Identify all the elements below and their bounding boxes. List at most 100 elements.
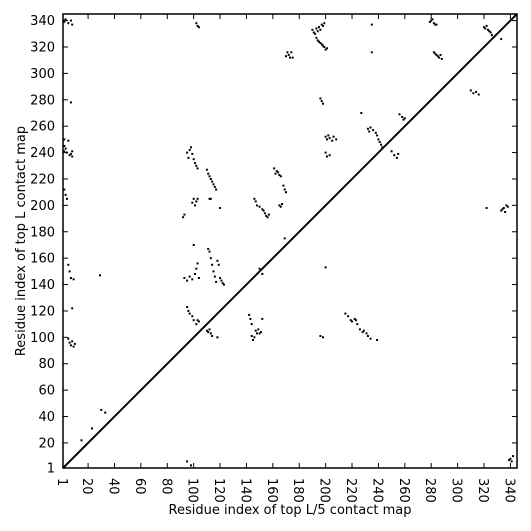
y-tick-label: 200 bbox=[30, 199, 55, 214]
contact-point bbox=[208, 175, 211, 178]
contact-point bbox=[504, 211, 507, 213]
contact-point bbox=[438, 56, 441, 59]
contact-point bbox=[324, 151, 327, 154]
contact-point bbox=[188, 148, 191, 151]
contact-point bbox=[192, 197, 195, 200]
contact-point bbox=[91, 427, 93, 430]
contact-point bbox=[502, 207, 505, 209]
contact-point bbox=[213, 275, 216, 278]
x-tick-label: 300 bbox=[449, 478, 464, 503]
contact-point bbox=[319, 335, 322, 337]
contact-point bbox=[510, 460, 513, 463]
contact-point bbox=[347, 315, 350, 318]
y-tick-label: 240 bbox=[30, 146, 55, 161]
contact-point bbox=[485, 207, 488, 209]
contact-point bbox=[67, 22, 70, 25]
contact-point bbox=[73, 342, 76, 345]
contact-point bbox=[212, 270, 215, 273]
contact-point bbox=[196, 24, 199, 27]
contact-point bbox=[252, 339, 254, 341]
contact-point bbox=[71, 307, 74, 310]
contact-point bbox=[315, 36, 318, 39]
contact-point bbox=[291, 56, 294, 59]
contact-point bbox=[72, 278, 75, 281]
contact-point bbox=[376, 134, 379, 137]
contact-point bbox=[71, 340, 74, 343]
contact-point bbox=[69, 101, 72, 104]
x-tick-label: 1 bbox=[54, 478, 69, 486]
y-tick-label: 220 bbox=[30, 172, 55, 187]
contact-point bbox=[64, 193, 67, 196]
contact-point bbox=[328, 154, 331, 157]
contact-point bbox=[250, 323, 253, 326]
contact-point bbox=[63, 145, 66, 147]
y-tick-label: 160 bbox=[30, 252, 55, 267]
contact-point bbox=[283, 188, 286, 191]
contact-point bbox=[366, 335, 369, 337]
contact-point bbox=[279, 175, 282, 178]
contact-point bbox=[190, 146, 192, 149]
y-tick-label: 120 bbox=[30, 304, 55, 319]
contact-point bbox=[267, 213, 270, 216]
contact-point bbox=[187, 309, 190, 312]
contact-point bbox=[257, 328, 260, 331]
contact-point bbox=[216, 259, 219, 262]
contact-point bbox=[205, 168, 208, 171]
x-tick-label: 240 bbox=[369, 478, 384, 503]
contact-point bbox=[197, 320, 200, 323]
contact-point bbox=[377, 138, 380, 141]
contact-point bbox=[318, 40, 320, 43]
contact-point bbox=[196, 262, 199, 265]
contact-point bbox=[71, 155, 74, 158]
contact-point bbox=[434, 23, 437, 26]
contact-point bbox=[196, 319, 199, 322]
contact-point bbox=[395, 156, 398, 159]
contact-point bbox=[263, 212, 266, 215]
y-tick-label: 80 bbox=[38, 357, 55, 372]
contact-point bbox=[195, 164, 198, 167]
contact-points bbox=[63, 18, 514, 467]
contact-point bbox=[322, 102, 324, 105]
contact-point bbox=[186, 306, 189, 308]
contact-point bbox=[501, 208, 504, 211]
contact-point bbox=[436, 55, 439, 58]
x-tick-label: 160 bbox=[264, 478, 279, 503]
contact-point bbox=[66, 197, 68, 200]
contact-point bbox=[368, 130, 371, 133]
contact-point bbox=[315, 27, 318, 30]
contact-point bbox=[326, 47, 328, 50]
x-tick-label: 40 bbox=[105, 478, 120, 495]
contact-point bbox=[472, 92, 475, 95]
contact-point bbox=[197, 26, 200, 29]
y-tick-label: 60 bbox=[38, 384, 55, 399]
contact-point bbox=[360, 112, 363, 114]
contact-point bbox=[68, 341, 71, 344]
contact-point bbox=[183, 277, 186, 279]
contact-point bbox=[378, 141, 381, 143]
contact-point bbox=[72, 345, 75, 348]
contact-point bbox=[256, 204, 258, 207]
contact-point bbox=[320, 100, 323, 103]
contact-point bbox=[401, 115, 404, 118]
contact-point bbox=[487, 28, 489, 31]
contact-point bbox=[314, 32, 317, 35]
contact-point bbox=[99, 274, 101, 277]
contact-point bbox=[331, 139, 334, 142]
y-tick-label: 280 bbox=[30, 93, 55, 108]
contact-point bbox=[260, 331, 262, 334]
contact-point bbox=[191, 315, 194, 318]
y-tick-label: 320 bbox=[30, 40, 55, 55]
contact-point bbox=[290, 51, 293, 54]
contact-point bbox=[434, 52, 437, 55]
contact-point bbox=[483, 26, 485, 29]
contact-point bbox=[258, 267, 261, 270]
diagonal-line bbox=[62, 13, 518, 469]
contact-point bbox=[319, 28, 322, 31]
contact-point bbox=[253, 197, 256, 200]
contact-point bbox=[397, 152, 400, 155]
contact-point bbox=[254, 200, 257, 203]
contact-point bbox=[209, 178, 212, 180]
x-tick-label: 340 bbox=[501, 478, 516, 503]
contact-point bbox=[318, 26, 320, 29]
